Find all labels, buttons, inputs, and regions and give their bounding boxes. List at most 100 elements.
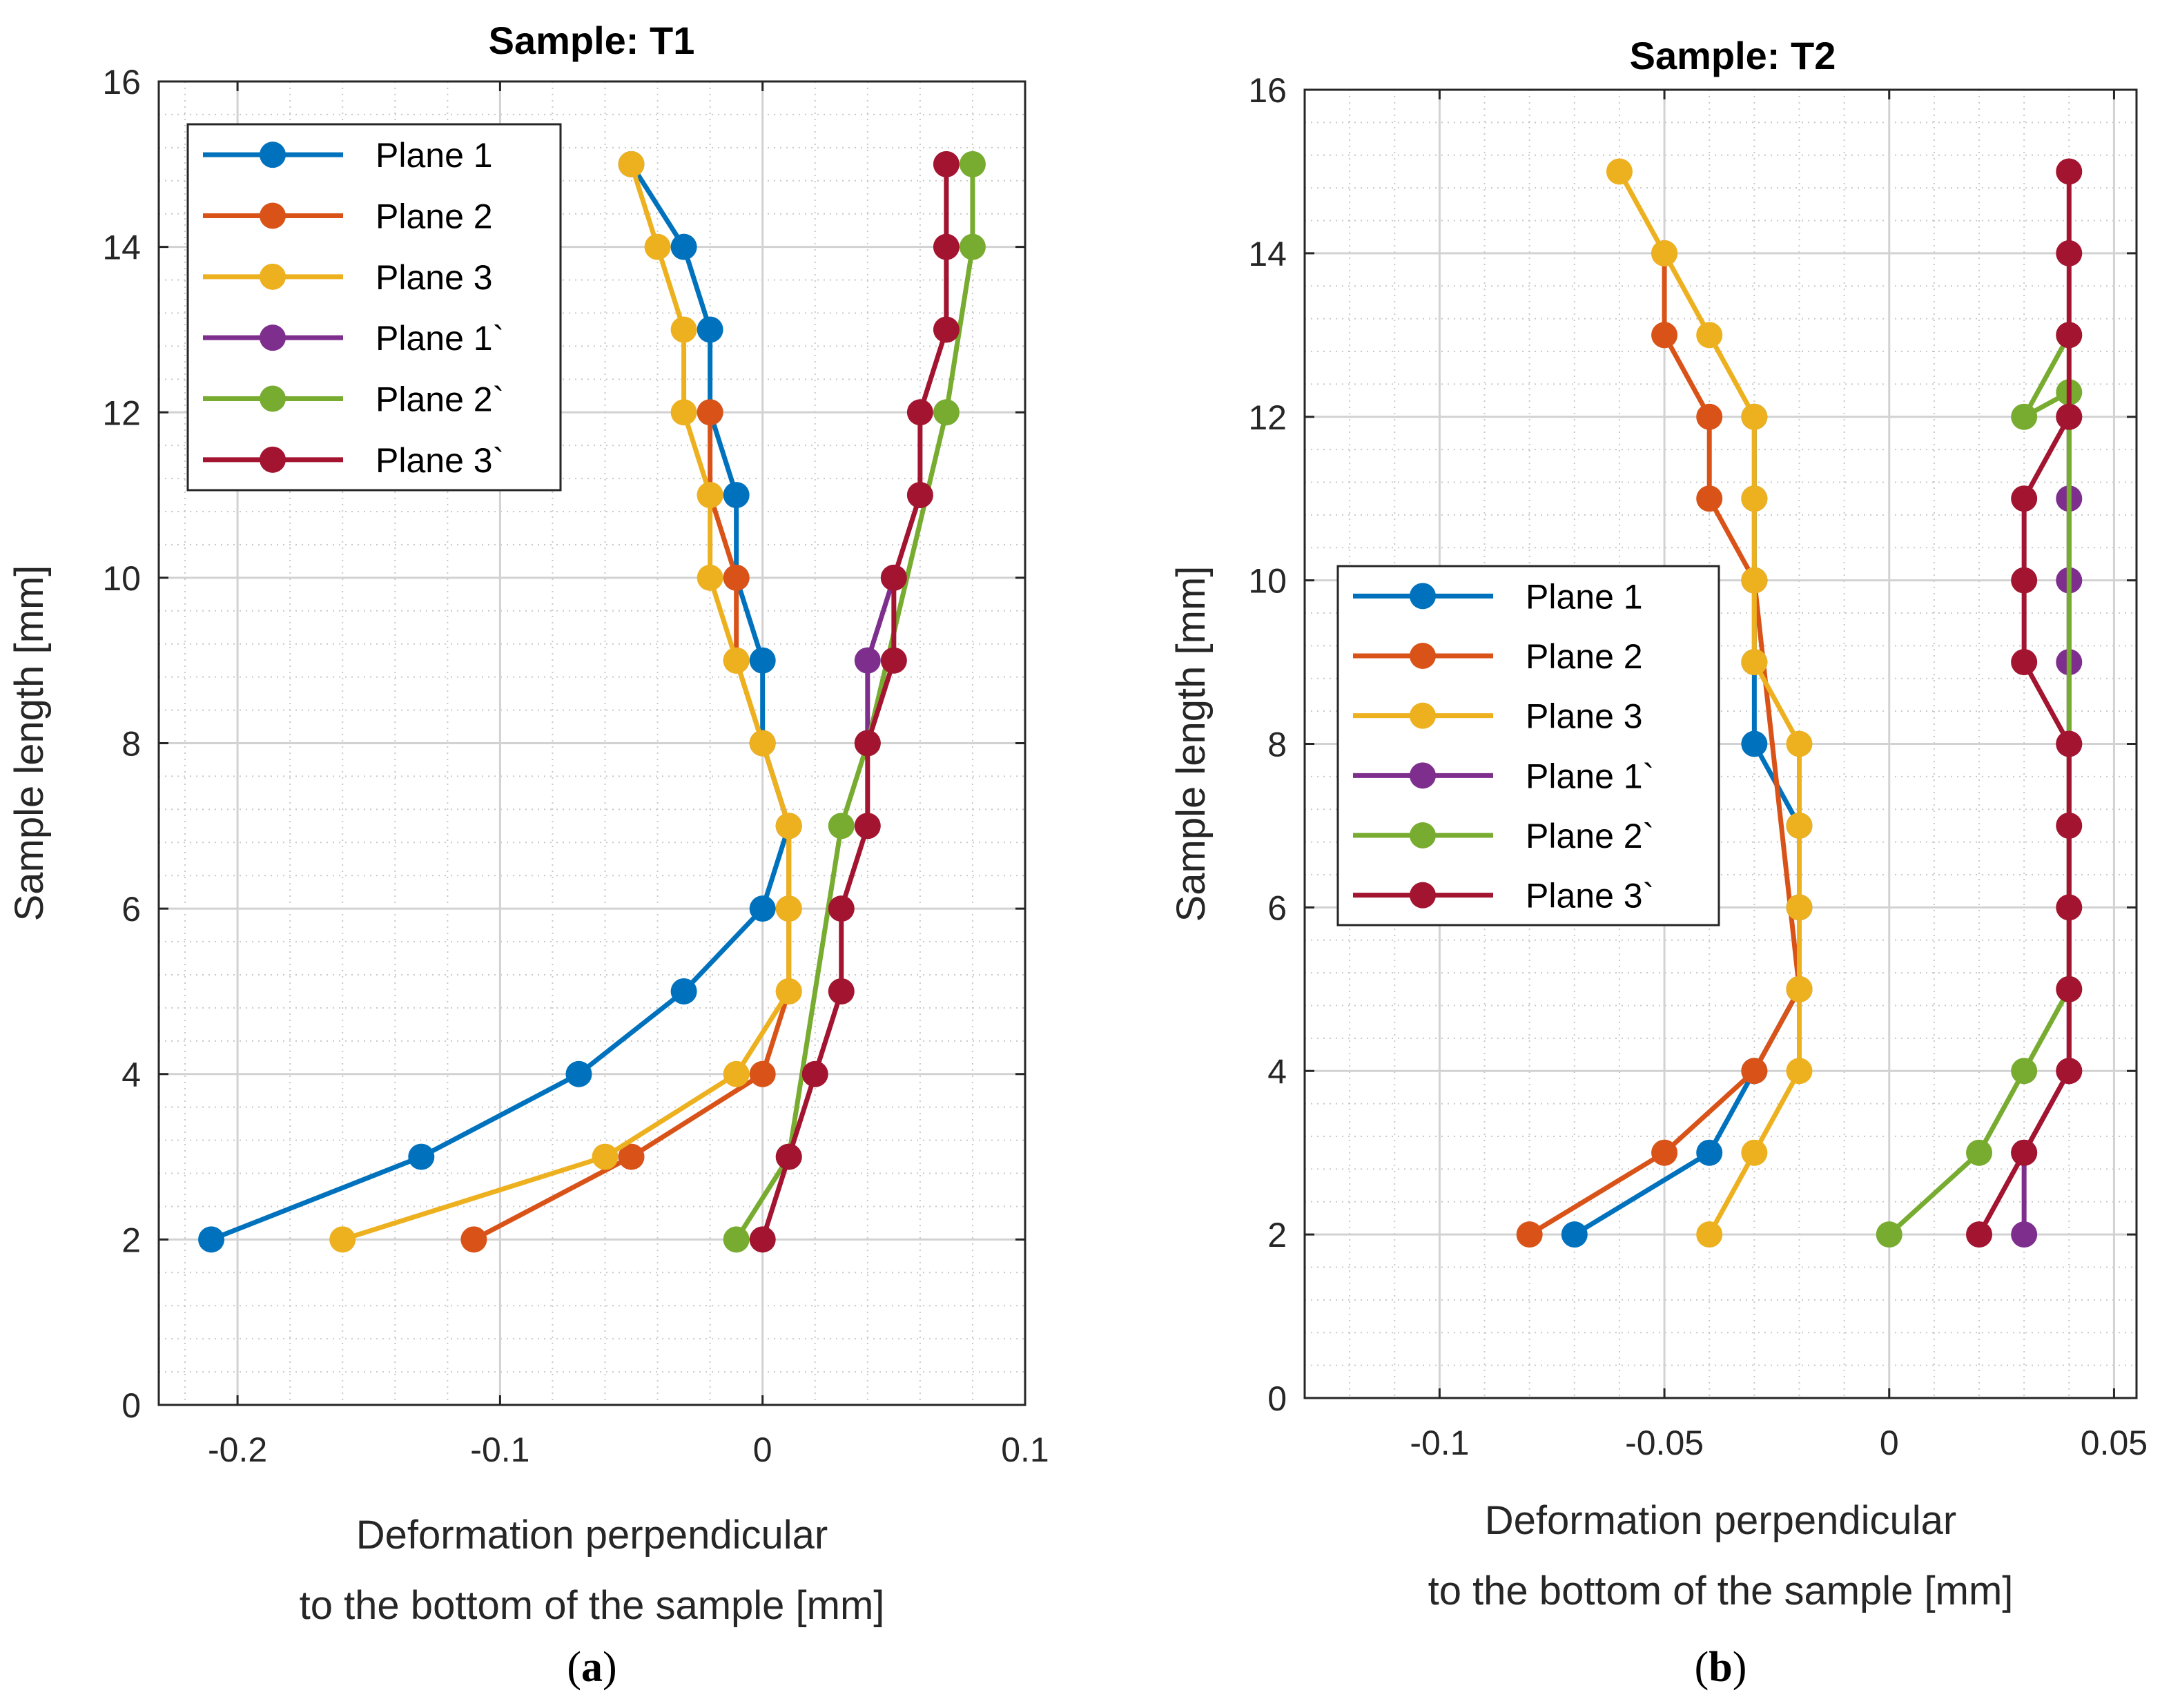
data-point — [723, 564, 750, 591]
data-point — [1516, 1221, 1543, 1248]
legend-label: Plane 1` — [376, 319, 504, 358]
data-point — [2011, 567, 2038, 594]
data-point — [2011, 1221, 2038, 1248]
legend: Plane 1 Plane 2 Plane 3 Plane 1` Plane 2` Pla… — [1336, 565, 1720, 926]
legend: Plane 1 Plane 2 Plane 3 Plane 1` Plane 2` Pla… — [186, 123, 562, 492]
legend-marker — [1410, 702, 1436, 729]
x-axis-label: Deformation perpendicular — [1485, 1498, 1956, 1543]
data-point — [959, 151, 986, 177]
data-point — [1786, 1058, 1813, 1085]
data-point — [854, 647, 881, 674]
legend-marker — [260, 142, 286, 168]
data-point — [775, 1143, 802, 1170]
panel-paren-open: ( — [1695, 1644, 1709, 1691]
y-tick-label: 6 — [1267, 889, 1287, 927]
data-point — [828, 813, 855, 840]
data-point — [565, 1060, 592, 1087]
data-point — [1651, 322, 1678, 349]
data-point — [775, 895, 802, 922]
data-point — [933, 233, 960, 260]
panel-letter: a — [581, 1644, 603, 1691]
data-point — [408, 1143, 435, 1170]
series-3 — [1606, 158, 1813, 1248]
data-point — [697, 399, 723, 426]
legend-label: Plane 2` — [376, 380, 504, 419]
legend-label: Plane 2 — [376, 197, 493, 236]
legend-item: Plane 1` — [1353, 757, 1654, 795]
chart-title: Sample: T2 — [1630, 34, 1836, 77]
data-point — [723, 647, 750, 674]
data-point — [801, 1060, 828, 1087]
data-point — [1741, 730, 1768, 757]
legend-label: Plane 1 — [376, 136, 493, 175]
x-tick-label: 0.1 — [1001, 1430, 1049, 1469]
data-point — [2011, 403, 2038, 430]
data-point — [933, 151, 960, 177]
series-line — [1617, 170, 1802, 1236]
data-point — [723, 1060, 750, 1087]
data-point — [592, 1143, 619, 1170]
legend-label: Plane 3 — [376, 258, 493, 297]
legend-marker — [1410, 643, 1436, 669]
legend-item: Plane 3 — [1353, 697, 1643, 736]
legend-item: Plane 3 — [203, 258, 493, 297]
data-point — [1786, 894, 1813, 921]
data-point — [854, 813, 881, 840]
data-point — [1966, 1221, 1993, 1248]
data-point — [933, 316, 960, 343]
data-point — [697, 482, 723, 509]
data-point — [1696, 322, 1723, 349]
data-point — [1741, 485, 1768, 512]
y-tick-label: 8 — [121, 725, 141, 764]
legend-marker — [1410, 822, 1436, 848]
tick-marks — [159, 80, 1026, 1406]
data-point — [2056, 730, 2083, 757]
data-point — [854, 730, 881, 757]
y-tick-label: 10 — [1248, 562, 1287, 601]
data-point — [880, 564, 907, 591]
y-tick-label: 14 — [1248, 235, 1287, 273]
chart-title: Sample: T1 — [489, 19, 695, 62]
data-point — [2056, 812, 2083, 839]
panel-label: (a) — [567, 1644, 616, 1691]
legend-marker — [260, 385, 286, 412]
data-point — [697, 316, 723, 343]
y-tick-label: 10 — [102, 559, 141, 598]
data-point — [828, 895, 855, 922]
data-point — [1606, 158, 1633, 185]
y-tick-label: 16 — [102, 63, 141, 101]
data-point — [2011, 1058, 2038, 1085]
legend-label: Plane 2 — [1526, 637, 1643, 676]
data-point — [959, 233, 986, 260]
panel-letter: b — [1709, 1644, 1732, 1691]
legend-marker — [260, 263, 286, 290]
legend-item: Plane 1` — [203, 319, 504, 358]
x-tick-label: -0.05 — [1625, 1424, 1704, 1462]
x-tick-label: -0.2 — [208, 1430, 267, 1469]
data-point — [1696, 1221, 1723, 1248]
data-point — [670, 233, 697, 260]
data-point — [1786, 812, 1813, 839]
legend-item: Plane 3` — [1353, 877, 1654, 915]
y-tick-label: 8 — [1267, 726, 1287, 764]
data-point — [2056, 976, 2083, 1002]
data-point — [1696, 1139, 1723, 1166]
y-axis-label: Sample length [mm] — [7, 565, 52, 922]
series-6 — [1966, 158, 2083, 1248]
y-tick-label: 2 — [121, 1221, 141, 1259]
series-6 — [749, 151, 960, 1253]
tick-marks — [1305, 88, 2137, 1399]
legend-item: Plane 3` — [203, 441, 504, 480]
x-axis-label: to the bottom of the sample [mm] — [300, 1583, 885, 1628]
data-point — [906, 482, 933, 509]
data-point — [1696, 403, 1723, 430]
data-point — [1741, 649, 1768, 676]
data-point — [749, 730, 776, 757]
data-point — [460, 1226, 487, 1253]
legend-item: Plane 2` — [1353, 817, 1654, 855]
y-tick-label: 12 — [102, 394, 141, 432]
data-point — [1741, 1058, 1768, 1085]
legend-label: Plane 1 — [1526, 577, 1643, 616]
